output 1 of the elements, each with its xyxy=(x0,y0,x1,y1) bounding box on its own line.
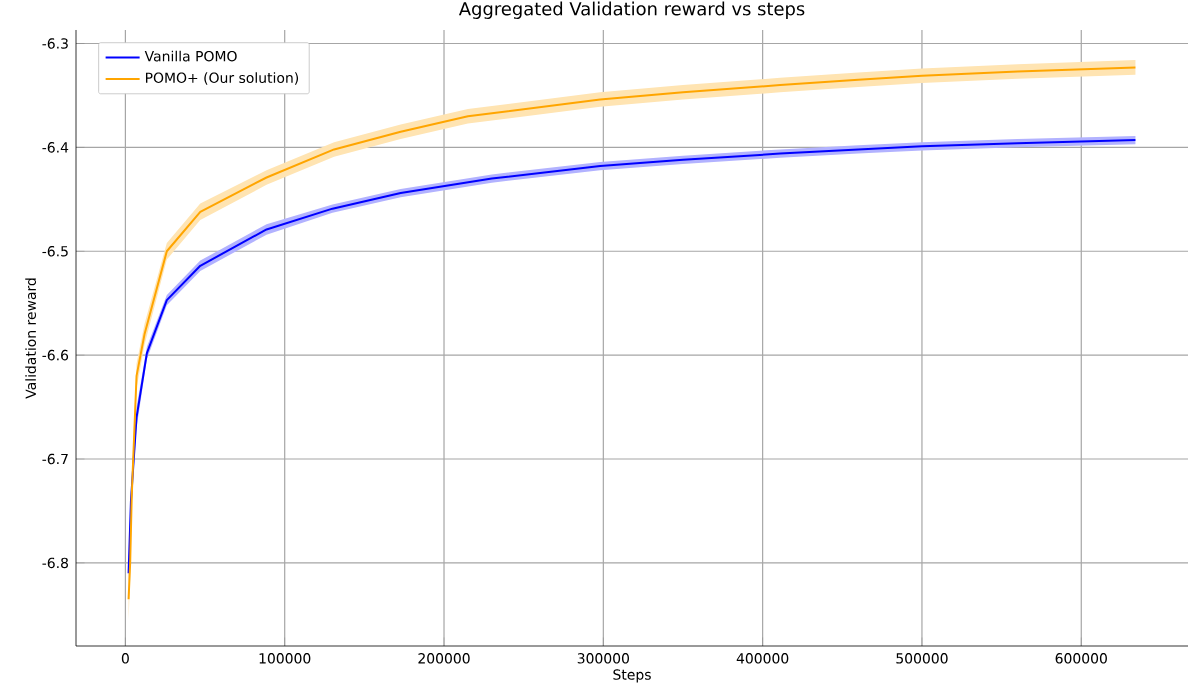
chart-title: Aggregated Validation reward vs steps xyxy=(458,1,805,19)
